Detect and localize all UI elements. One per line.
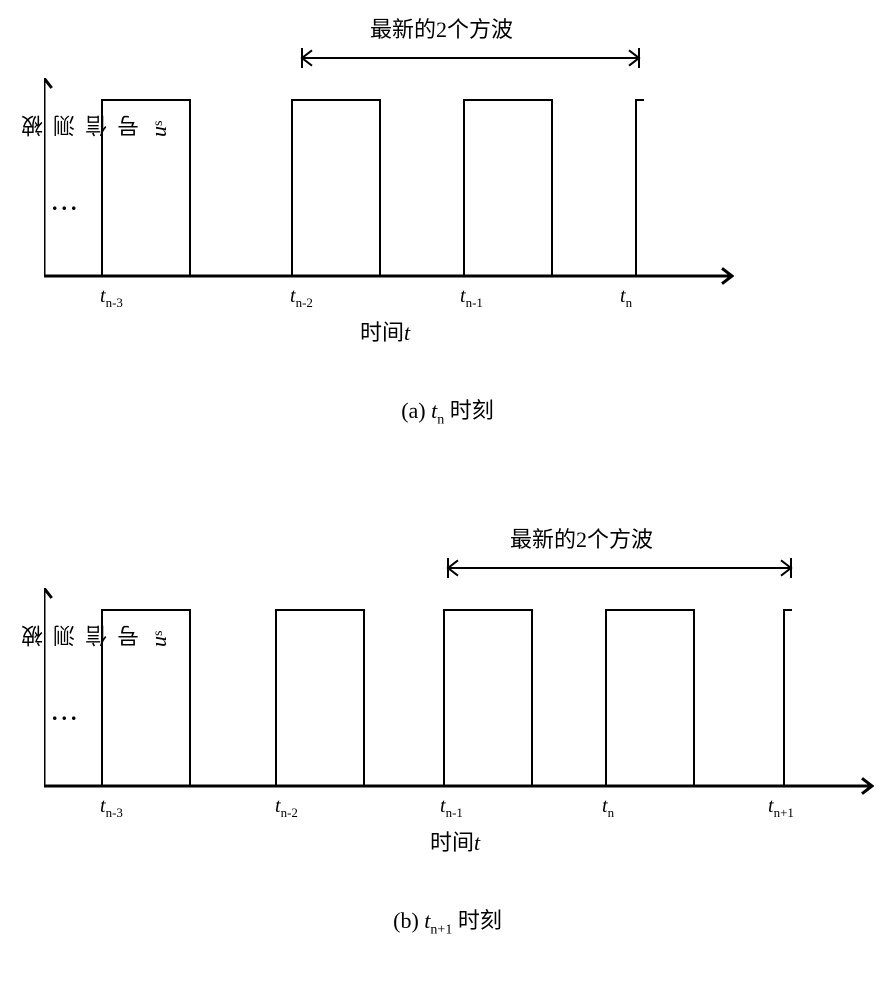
x-tick-label: tn-1	[440, 795, 463, 821]
x-tick-label: tn	[602, 795, 614, 821]
x-axis-label-a: 时间t	[360, 315, 410, 347]
x-tick-label: tn-3	[100, 285, 123, 311]
subcap-prefix-a: (a)	[401, 398, 431, 423]
waveform-a	[44, 78, 734, 288]
x-tick-label: tn-2	[290, 285, 313, 311]
subcap-suffix-a: 时刻	[444, 398, 494, 423]
subcap-sub-b: n+1	[430, 922, 452, 937]
x-tick-label: tn-3	[100, 795, 123, 821]
subcap-prefix-b: (b)	[393, 908, 424, 933]
sub-caption-b: (b) tn+1 时刻	[0, 903, 895, 938]
subcap-suffix-b: 时刻	[452, 908, 502, 933]
x-tick-label: tn+1	[768, 795, 794, 821]
annotation-arrow-a	[0, 0, 895, 80]
sub-caption-a: (a) tn 时刻	[0, 393, 895, 428]
x-tick-label: tn-1	[460, 285, 483, 311]
waveform-b	[44, 588, 874, 798]
x-axis-var-b: t	[474, 830, 480, 855]
annotation-arrow-b	[0, 510, 895, 590]
x-tick-label: tn	[620, 285, 632, 311]
x-axis-prefix-b: 时间	[430, 830, 474, 855]
x-tick-label: tn-2	[275, 795, 298, 821]
x-axis-label-b: 时间t	[430, 825, 480, 857]
x-axis-prefix-a: 时间	[360, 320, 404, 345]
x-axis-var-a: t	[404, 320, 410, 345]
